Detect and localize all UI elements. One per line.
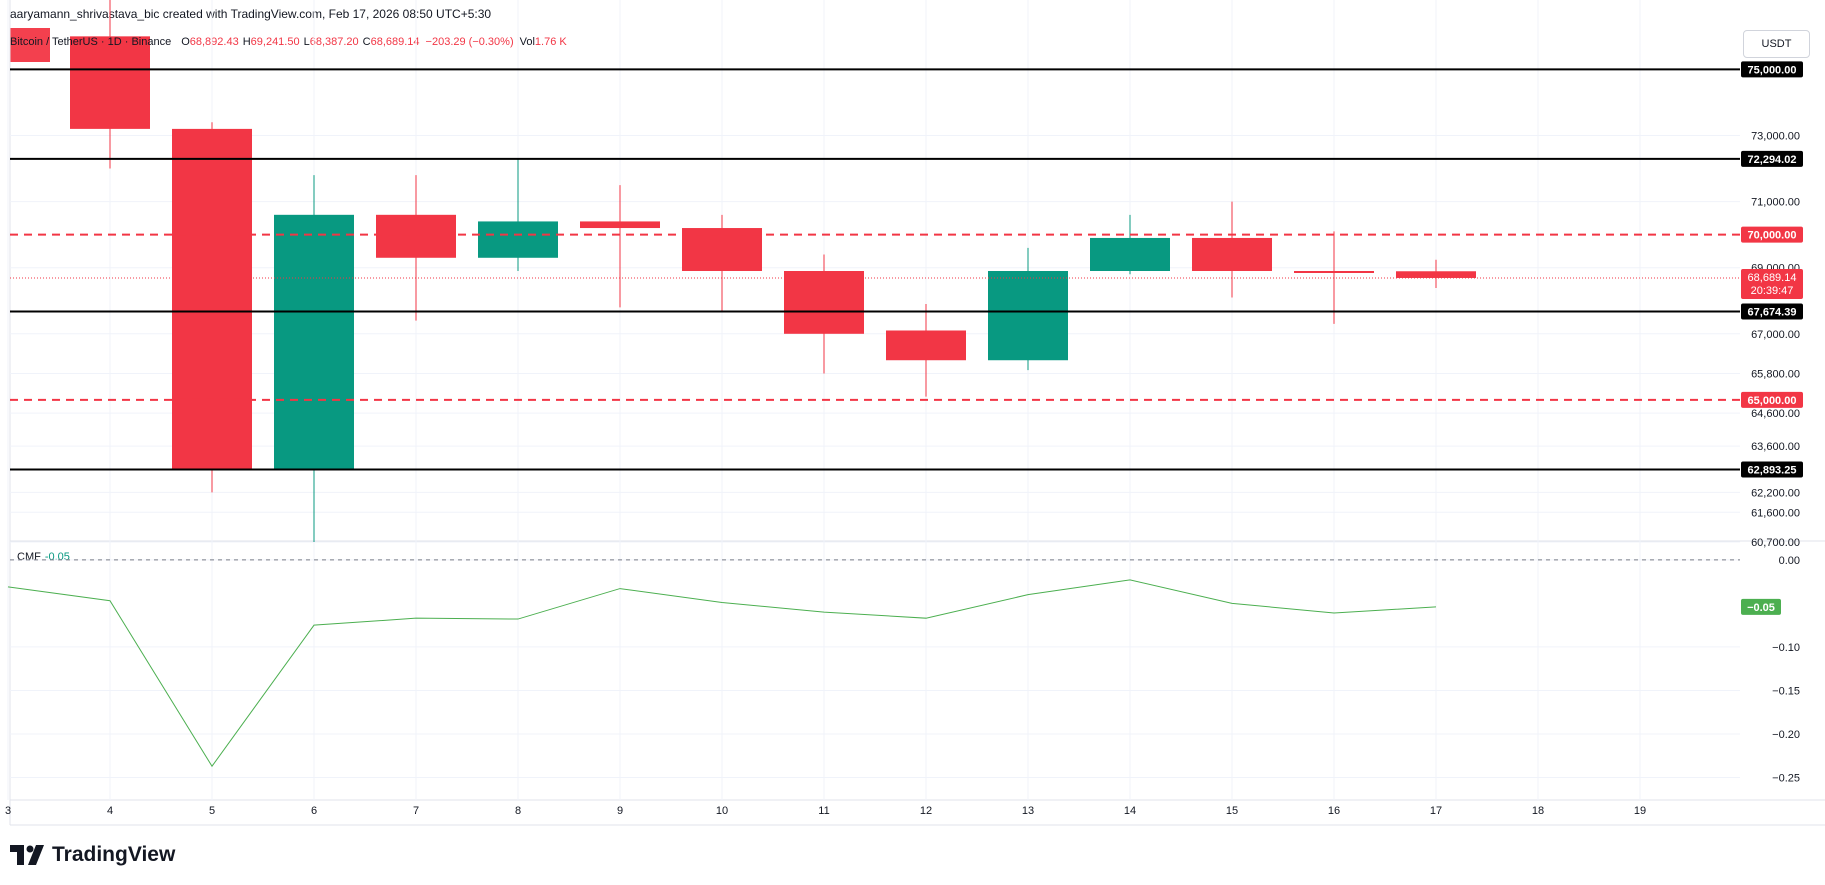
y-tick-price: 67,000.00 (1751, 329, 1800, 341)
x-tick-17: 17 (1430, 805, 1442, 817)
level-label-bg-65000 (1741, 391, 1803, 408)
x-tick-16: 16 (1328, 805, 1340, 817)
high-label: H (242, 36, 251, 48)
symbol-legend: Bitcoin / TetherUS · 1D · Binance O 68,89… (10, 28, 567, 62)
y-tick-cmf: −0.10 (1772, 642, 1800, 654)
change-value: −203.29 (−0.30%) (425, 36, 514, 48)
y-tick-cmf: 0.00 (1779, 555, 1800, 567)
y-tick-price: 65,800.00 (1751, 368, 1800, 380)
symbol-highlight (10, 28, 50, 62)
x-tick-13: 13 (1022, 805, 1034, 817)
y-tick-cmf: −0.25 (1772, 773, 1800, 785)
x-tick-14: 14 (1124, 805, 1136, 817)
high-value: 69,241.50 (250, 36, 300, 48)
level-label-bg-70000 (1741, 226, 1803, 243)
y-tick-price: 71,000.00 (1751, 197, 1800, 209)
x-tick-11: 11 (818, 805, 829, 817)
volume-value: 1.76 K (534, 36, 567, 48)
x-tick-6: 6 (311, 805, 317, 817)
y-tick-price: 60,700.00 (1751, 537, 1800, 549)
x-tick-4: 4 (107, 805, 113, 817)
level-label-72294.02: 72,294.02 (1748, 154, 1797, 166)
tradingview-logo[interactable]: TradingView (10, 843, 175, 867)
candle-body-6[interactable] (274, 214, 354, 470)
close-value: 68,689.14 (370, 36, 420, 48)
level-label-bg-72294.02 (1741, 150, 1803, 167)
last-price-label: 68,689.14 (1748, 272, 1797, 284)
level-label-bg-75000 (1741, 61, 1803, 78)
tradingview-logo-icon (10, 845, 44, 865)
candle-body-17[interactable] (1396, 271, 1476, 278)
last-price-label-bg (1741, 268, 1803, 299)
open-value: 68,892.43 (189, 36, 239, 48)
cmf-last-label-bg (1741, 598, 1781, 615)
level-label-62893.25: 62,893.25 (1748, 465, 1797, 477)
cmf-last-label: −0.05 (1747, 602, 1775, 614)
open-label: O (181, 36, 190, 48)
x-tick-7: 7 (413, 805, 419, 817)
tradingview-logo-text: TradingView (52, 843, 176, 866)
candle-body-15[interactable] (1192, 237, 1272, 271)
currency-button[interactable]: USDT (1743, 30, 1810, 58)
level-label-65000: 65,000.00 (1748, 395, 1797, 407)
candle-body-8[interactable] (478, 221, 558, 258)
candle-body-14[interactable] (1090, 237, 1170, 271)
low-value: 68,387.20 (309, 36, 359, 48)
x-tick-15: 15 (1226, 805, 1238, 817)
x-tick-5: 5 (209, 805, 215, 817)
x-tick-10: 10 (716, 805, 728, 817)
candle-body-12[interactable] (886, 330, 966, 361)
y-tick-price: 62,200.00 (1751, 487, 1800, 499)
candle-body-7[interactable] (376, 214, 456, 258)
y-tick-cmf: −0.20 (1772, 729, 1800, 741)
level-label-67674.39: 67,674.39 (1748, 307, 1797, 319)
candle-body-10[interactable] (682, 228, 762, 271)
candle-body-13[interactable] (988, 271, 1068, 361)
symbol-name[interactable]: Bitcoin / TetherUS · 1D · Binance (10, 36, 172, 48)
low-label: L (303, 36, 310, 48)
chart-caption: aaryamann_shrivastava_bic created with T… (10, 7, 492, 21)
x-tick-9: 9 (617, 805, 623, 817)
y-tick-price: 63,600.00 (1751, 441, 1800, 453)
candle-body-9[interactable] (580, 221, 660, 229)
level-label-bg-62893.25 (1741, 461, 1803, 478)
x-tick-12: 12 (920, 805, 932, 817)
candle-body-11[interactable] (784, 271, 864, 334)
x-tick-3: 3 (5, 805, 11, 817)
x-tick-8: 8 (515, 805, 521, 817)
level-label-75000: 75,000.00 (1748, 64, 1797, 76)
level-label-bg-67674.39 (1741, 303, 1803, 320)
y-tick-price: 61,600.00 (1751, 507, 1800, 519)
close-label: C (362, 36, 371, 48)
y-tick-price: 64,600.00 (1751, 408, 1800, 420)
x-tick-18: 18 (1532, 805, 1544, 817)
y-tick-cmf: −0.15 (1772, 685, 1800, 697)
candle-body-16[interactable] (1294, 271, 1374, 273)
candle-body-4[interactable] (70, 36, 150, 129)
candle-body-5[interactable] (172, 128, 252, 470)
bar-countdown: 20:39:47 (1751, 285, 1794, 297)
y-tick-price: 73,000.00 (1751, 131, 1800, 143)
volume-label: Vol (519, 36, 535, 48)
x-tick-19: 19 (1634, 805, 1646, 817)
level-label-70000: 70,000.00 (1748, 230, 1797, 242)
